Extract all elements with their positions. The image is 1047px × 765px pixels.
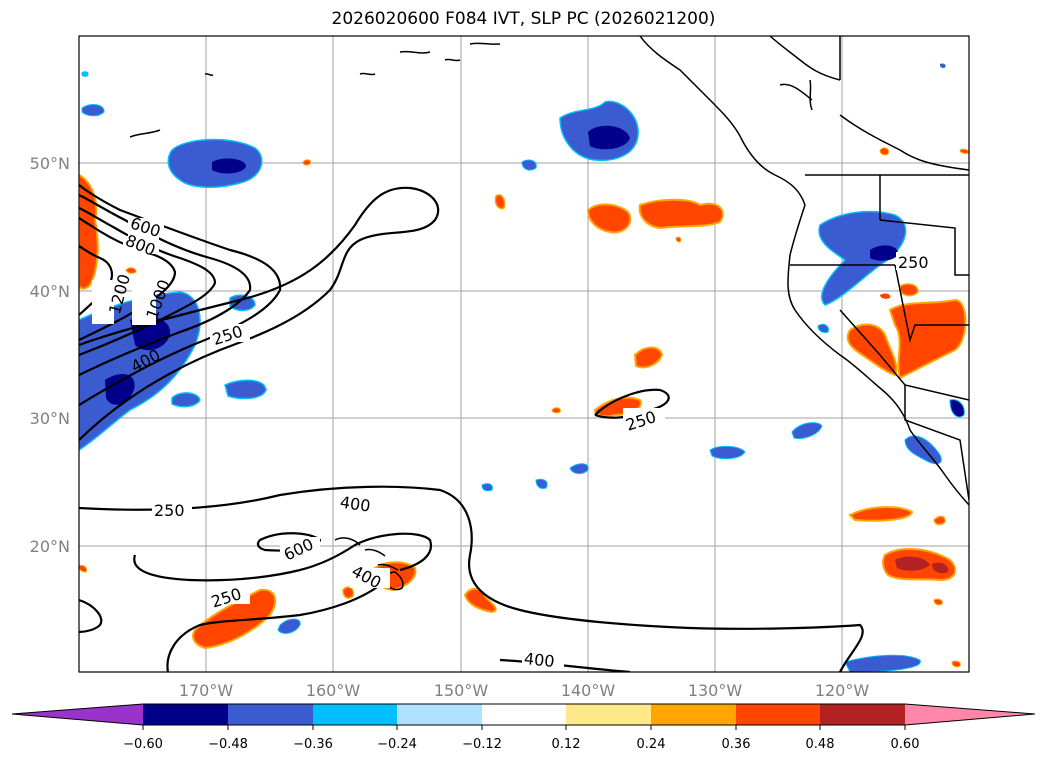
colorbar-segment (566, 704, 651, 725)
colorbar-segment (482, 704, 566, 725)
colorbar-tick-label: 0.60 (891, 737, 920, 752)
contour-800 (79, 206, 217, 357)
colorbar-tick-label: −0.36 (293, 737, 333, 752)
lon-label: 150°W (434, 681, 489, 700)
contour-250-north (79, 186, 440, 441)
colorbar-tick-label: −0.24 (377, 737, 417, 752)
lat-label: 50°N (30, 154, 70, 173)
latitude-labels: 50°N 40°N 30°N 20°N (30, 154, 70, 556)
colorbar-tick-label: 0.12 (552, 737, 581, 752)
slp-contours (79, 184, 864, 672)
contour-label: 250 (898, 253, 929, 272)
colorbar-segment (397, 704, 482, 725)
contour-label: 400 (523, 649, 555, 671)
colorbar-tick-label: −0.12 (462, 737, 502, 752)
ivt-positive-anomalies (79, 147, 969, 668)
colorbar-tick-label: 0.48 (806, 737, 835, 752)
lon-label: 140°W (561, 681, 616, 700)
lon-label: 160°W (306, 681, 361, 700)
contour-label: 250 (154, 501, 185, 520)
colorbar-extend-left (12, 704, 143, 725)
map-content: 600 800 1000 1200 400 250 250 250 250 40… (79, 36, 969, 672)
lon-label: 120°W (815, 681, 870, 700)
colorbar-tick-label: 0.24 (637, 737, 666, 752)
contour-250-east (594, 388, 670, 419)
contour-600 (79, 193, 252, 376)
contour-250-tropical (79, 485, 864, 672)
coastlines (129, 36, 969, 591)
colorbar-segment (736, 704, 820, 725)
colorbar-ticks (142, 725, 906, 730)
map-frame (78, 35, 970, 673)
colorbar-extend-right (905, 704, 1035, 725)
lon-label: 130°W (688, 681, 743, 700)
lon-label: 170°W (179, 681, 234, 700)
contour-label: 400 (339, 493, 372, 516)
colorbar-tick-label: 0.36 (722, 737, 751, 752)
lat-label: 40°N (30, 282, 70, 301)
anomaly-blue-pnw (818, 210, 907, 306)
colorbar: −0.60 −0.48 −0.36 −0.24 −0.12 0.12 0.24 … (11, 703, 1036, 752)
colorbar-segment (228, 704, 313, 725)
colorbar-tick-label: −0.60 (123, 737, 163, 752)
colorbar-tick-label: −0.48 (208, 737, 248, 752)
contour-400-tropical (133, 532, 433, 672)
longitude-labels: 170°W 160°W 150°W 140°W 130°W 120°W (179, 681, 870, 700)
colorbar-segment (143, 704, 228, 725)
contour-400 (79, 184, 282, 406)
colorbar-segment (313, 704, 397, 725)
colorbar-tick-labels: −0.60 −0.48 −0.36 −0.24 −0.12 0.12 0.24 … (123, 737, 919, 752)
colorbar-segment (820, 704, 905, 725)
colorbar-segment (651, 704, 736, 725)
lat-label: 30°N (30, 409, 70, 428)
lat-label: 20°N (30, 537, 70, 556)
map-title: 2026020600 F084 IVT, SLP PC (2026021200) (331, 9, 716, 29)
